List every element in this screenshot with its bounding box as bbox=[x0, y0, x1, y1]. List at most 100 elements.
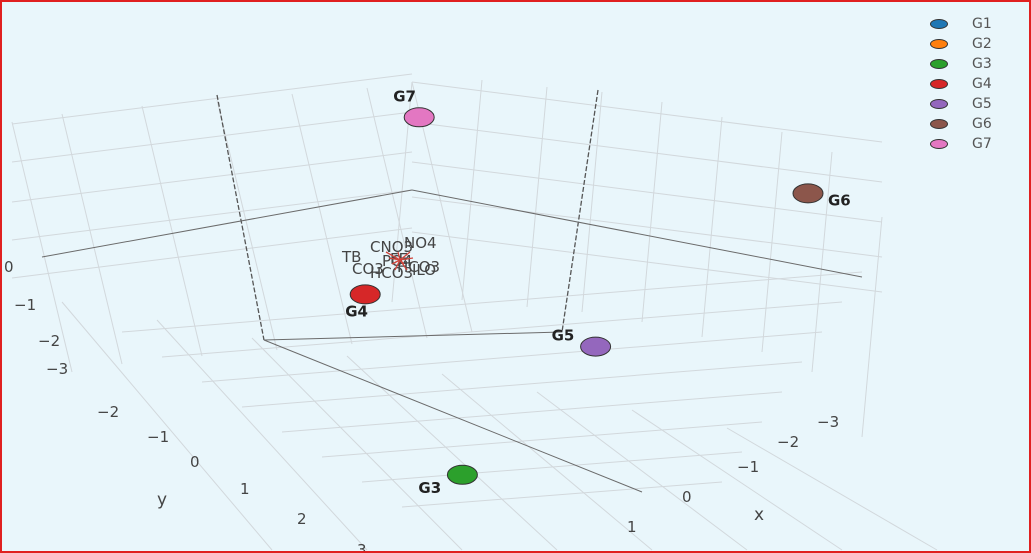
z-tick-label: −3 bbox=[46, 360, 68, 378]
grid-line bbox=[61, 301, 273, 551]
grid-line bbox=[411, 231, 883, 293]
data-point[interactable] bbox=[349, 284, 381, 305]
z-tick-label: −1 bbox=[14, 296, 36, 314]
loading-label: HCO3 bbox=[370, 264, 413, 282]
loading-vector bbox=[399, 251, 411, 261]
data-point[interactable] bbox=[580, 336, 612, 357]
grid-line bbox=[411, 121, 883, 183]
grid-line bbox=[121, 271, 863, 333]
point-label: G3 bbox=[418, 479, 441, 497]
grid-line bbox=[641, 101, 663, 323]
legend-marker bbox=[930, 39, 948, 49]
grid-line bbox=[726, 427, 938, 551]
legend-marker bbox=[930, 119, 948, 129]
grid-line bbox=[281, 391, 783, 433]
legend-marker bbox=[930, 59, 948, 69]
legend-item-g2[interactable]: G2 bbox=[930, 34, 992, 54]
y-tick-label: 3 bbox=[357, 541, 367, 553]
grid-line bbox=[411, 161, 883, 223]
loading-vector bbox=[394, 259, 401, 271]
grid-line bbox=[161, 301, 843, 358]
loading-labels: TBCNO3NO4PO4CO3HCO3HCO3FEILO bbox=[341, 234, 440, 282]
y-tick-label: 1 bbox=[240, 480, 250, 498]
loading-vector bbox=[399, 257, 414, 261]
grid-line bbox=[11, 121, 73, 373]
grid-line bbox=[141, 105, 203, 357]
grid-line bbox=[11, 111, 413, 163]
x-tick-label: −2 bbox=[777, 433, 799, 451]
grid-line bbox=[156, 319, 368, 551]
loading-vector bbox=[397, 251, 401, 261]
y-axis-title: y bbox=[157, 490, 167, 510]
axis-box bbox=[41, 89, 863, 493]
loading-label: CNO3 bbox=[370, 238, 413, 256]
data-point[interactable] bbox=[446, 464, 478, 485]
legend-item-g5[interactable]: G5 bbox=[930, 94, 992, 114]
legend-item-g3[interactable]: G3 bbox=[930, 54, 992, 74]
box-edge bbox=[216, 94, 265, 341]
legend-marker bbox=[930, 19, 948, 29]
grid-line bbox=[441, 373, 653, 551]
grid-line bbox=[461, 79, 483, 301]
grid-line bbox=[581, 91, 603, 313]
legend-label: G2 bbox=[972, 36, 992, 52]
grid-line bbox=[411, 196, 883, 258]
legend-marker bbox=[930, 99, 948, 109]
y-tick-label: −2 bbox=[97, 403, 119, 421]
legend-label: G5 bbox=[972, 96, 992, 112]
grid-line bbox=[701, 116, 723, 338]
point-label: G2 bbox=[318, 2, 341, 3]
point-label: G4 bbox=[345, 302, 368, 320]
loading-label: HCO3 bbox=[397, 258, 440, 276]
grid-line bbox=[11, 189, 413, 241]
legend-marker bbox=[930, 79, 948, 89]
z-tick-label: 0 bbox=[4, 258, 14, 276]
x-axis-title: x bbox=[754, 505, 764, 525]
grid-line bbox=[291, 93, 353, 345]
grid-line bbox=[361, 451, 743, 483]
grid-line bbox=[61, 113, 123, 365]
grid-line bbox=[811, 151, 833, 373]
point-label: G7 bbox=[393, 87, 416, 105]
data-point[interactable] bbox=[792, 183, 824, 204]
box-edge bbox=[41, 189, 413, 258]
x-tick-label: −3 bbox=[817, 413, 839, 431]
data-point[interactable] bbox=[403, 107, 435, 128]
grid-line bbox=[861, 216, 883, 438]
grid-line bbox=[366, 87, 428, 339]
y-tick-label: 0 bbox=[190, 453, 200, 471]
legend-item-g6[interactable]: G6 bbox=[930, 114, 992, 134]
grid-line bbox=[11, 151, 413, 203]
grid-line bbox=[526, 86, 548, 308]
loading-label: CO3 bbox=[352, 260, 384, 278]
grid-line bbox=[216, 99, 278, 351]
loading-label: TB bbox=[341, 248, 361, 266]
z-tick-label: −2 bbox=[38, 332, 60, 350]
box-edge bbox=[263, 339, 643, 493]
loading-label: NO4 bbox=[404, 234, 437, 252]
loading-label: ILO bbox=[412, 261, 436, 279]
box-edge bbox=[561, 89, 599, 333]
y-tick-label: −1 bbox=[147, 428, 169, 446]
legend-item-g4[interactable]: G4 bbox=[930, 74, 992, 94]
legend-marker bbox=[930, 139, 948, 149]
grid-line bbox=[321, 421, 763, 458]
grid-line bbox=[251, 337, 463, 551]
legend-label: G1 bbox=[972, 16, 992, 32]
legend-item-g7[interactable]: G7 bbox=[930, 134, 992, 154]
grid-line bbox=[11, 73, 413, 125]
loading-vector bbox=[385, 251, 401, 261]
box-edge bbox=[263, 331, 563, 341]
box-edge bbox=[411, 189, 863, 278]
grid-line bbox=[631, 409, 843, 551]
legend-item-g1[interactable]: G1 bbox=[930, 14, 992, 34]
grid-line bbox=[346, 355, 558, 551]
legend: G1 G2 G3 G4 G5 G6 G7 bbox=[930, 14, 992, 154]
point-label: G6 bbox=[828, 191, 851, 209]
loading-vector bbox=[391, 259, 401, 265]
legend-label: G7 bbox=[972, 136, 992, 152]
